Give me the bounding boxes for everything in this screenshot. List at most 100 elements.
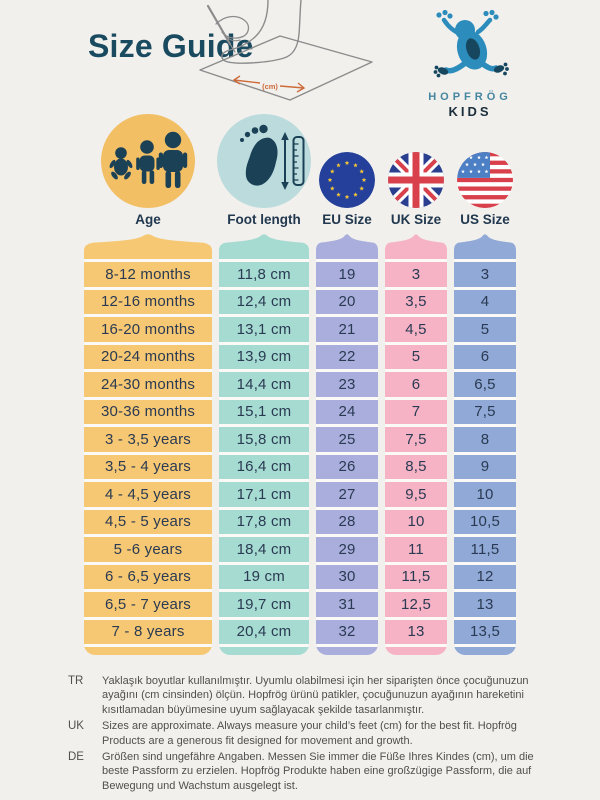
column-bottom-strip	[219, 644, 309, 655]
table-cell-age: 7 - 8 years	[84, 616, 212, 645]
table-cell-age: 12-16 months	[84, 286, 212, 315]
us-flag-circle	[457, 152, 513, 208]
table-cell-us: 10	[454, 479, 516, 507]
table-cell-age: 3,5 - 4 years	[84, 451, 212, 480]
table-cell-uk: 3	[385, 259, 447, 287]
foot-measuring-illustration: (cm)	[199, 0, 373, 101]
children-icon	[109, 131, 188, 188]
table-cell-eu: 30	[316, 561, 378, 590]
notes-list: TR Yaklaşık boyutlar kullanılmıştır. Uyum…	[68, 674, 536, 795]
table-cell-foot: 16,4 cm	[219, 451, 309, 480]
column-header-foot-length	[217, 114, 311, 208]
column-label-eu: EU Size	[322, 212, 372, 227]
table-cell-eu: 31	[316, 589, 378, 617]
note-tr: TR Yaklaşık boyutlar kullanılmıştır. Uyum…	[68, 674, 536, 717]
table-cell-foot: 17,1 cm	[219, 479, 309, 507]
column-bottom-strip	[316, 644, 378, 655]
table-cell-eu: 27	[316, 479, 378, 507]
page-title: Size Guide	[88, 28, 254, 64]
table-column-foot-length: 11,8 cm 12,4 cm 13,1 cm 13,9 cm 14,4 cm 15,1 …	[219, 233, 309, 655]
foot-length-circle	[217, 114, 311, 208]
table-cell-uk: 9,5	[385, 479, 447, 507]
table-cell-eu: 29	[316, 534, 378, 562]
table-cell-age: 6 - 6,5 years	[84, 561, 212, 590]
table-cell-eu: 24	[316, 396, 378, 425]
column-bottom-strip	[385, 644, 447, 655]
note-language-code: DE	[68, 751, 84, 764]
table-column-us: 3 4 5 6 6,5 7,5 8 9 10 10,5 11,5 12 13 13,5	[454, 233, 516, 655]
brand-sub-name: KIDS	[448, 104, 492, 119]
table-cell-uk: 5	[385, 341, 447, 370]
column-cap	[316, 234, 378, 259]
table-cell-age: 6,5 - 7 years	[84, 589, 212, 617]
table-cell-us: 7,5	[454, 396, 516, 425]
table-cell-age: 4 - 4,5 years	[84, 479, 212, 507]
table-cell-foot: 20,4 cm	[219, 616, 309, 645]
table-column-uk: 3 3,5 4,5 5 6 7 7,5 8,5 9,5 10 11 11,5 12,5 13	[385, 233, 447, 655]
column-cap	[84, 234, 212, 259]
table-cell-uk: 10	[385, 506, 447, 535]
table-cell-foot: 15,8 cm	[219, 424, 309, 452]
table-cell-foot: 13,9 cm	[219, 341, 309, 370]
note-text: Sizes are approximate. Always measure yo…	[102, 720, 517, 747]
table-cell-us: 8	[454, 424, 516, 452]
table-cell-uk: 12,5	[385, 589, 447, 617]
table-cell-foot: 12,4 cm	[219, 286, 309, 315]
us-flag-icon	[457, 152, 513, 208]
table-cell-foot: 11,8 cm	[219, 259, 309, 287]
table-cell-foot: 15,1 cm	[219, 396, 309, 425]
table-cell-uk: 8,5	[385, 451, 447, 480]
table-cell-uk: 11,5	[385, 561, 447, 590]
column-label-age: Age	[135, 212, 161, 227]
uk-flag-circle	[388, 152, 444, 208]
uk-flag-icon	[388, 152, 444, 208]
table-cell-age: 20-24 months	[84, 341, 212, 370]
table-cell-uk: 11	[385, 534, 447, 562]
brand-name: HOPFRÖG	[428, 91, 512, 103]
table-cell-age: 5 -6 years	[84, 534, 212, 562]
column-label-uk: UK Size	[390, 212, 442, 227]
note-language-code: UK	[68, 720, 84, 733]
table-column-age: 8-12 months 12-16 months 16-20 months 20-24…	[84, 233, 212, 655]
eu-flag-circle	[319, 152, 375, 208]
table-cell-us: 12	[454, 561, 516, 590]
table-header-icons	[84, 112, 516, 208]
column-header-eu	[316, 152, 378, 208]
table-cell-uk: 3,5	[385, 286, 447, 315]
table-cell-us: 6,5	[454, 369, 516, 397]
table-cell-age: 4,5 - 5 years	[84, 506, 212, 535]
table-cell-eu: 19	[316, 259, 378, 287]
note-text: Größen sind ungefähre Angaben. Messen Si…	[102, 751, 534, 792]
table-cell-eu: 21	[316, 314, 378, 342]
table-cell-foot: 14,4 cm	[219, 369, 309, 397]
eu-flag-icon	[319, 152, 375, 208]
table-cell-uk: 4,5	[385, 314, 447, 342]
table-cell-uk: 13	[385, 616, 447, 645]
column-cap	[219, 234, 309, 259]
table-header-labels: Age Foot length EU Size UK Size US Size	[84, 212, 516, 228]
table-cell-age: 30-36 months	[84, 396, 212, 425]
frog-icon	[433, 9, 509, 78]
column-cap	[385, 234, 447, 259]
column-bottom-strip	[454, 644, 516, 655]
table-cell-us: 11,5	[454, 534, 516, 562]
table-cell-eu: 32	[316, 616, 378, 645]
note-uk: UK Sizes are approximate. Always measure …	[68, 719, 536, 748]
table-cell-eu: 25	[316, 424, 378, 452]
table-cell-eu: 23	[316, 369, 378, 397]
column-bottom-strip	[84, 644, 212, 655]
hopfrog-logo: HOPFRÖG KIDS	[405, 8, 535, 119]
table-cell-us: 4	[454, 286, 516, 315]
table-column-eu: 19 20 21 22 23 24 25 26 27 28 29 30 31 32	[316, 233, 378, 655]
table-cell-us: 9	[454, 451, 516, 480]
table-cell-us: 6	[454, 341, 516, 370]
table-cell-foot: 17,8 cm	[219, 506, 309, 535]
note-de: DE Größen sind ungefähre Angaben. Messen …	[68, 750, 536, 793]
table-cell-us: 10,5	[454, 506, 516, 535]
table-cell-age: 3 - 3,5 years	[84, 424, 212, 452]
table-cell-us: 13,5	[454, 616, 516, 645]
footprint-ruler-icon	[240, 124, 305, 190]
table-cell-us: 5	[454, 314, 516, 342]
column-header-age	[84, 114, 212, 208]
table-cell-foot: 18,4 cm	[219, 534, 309, 562]
